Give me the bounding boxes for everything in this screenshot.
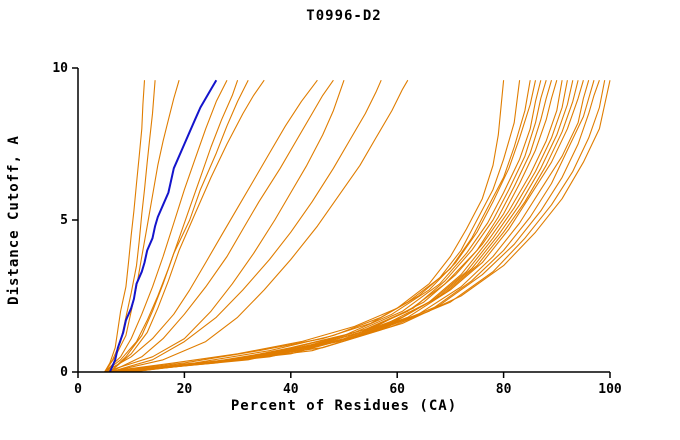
model-curve — [104, 80, 345, 373]
x-tick-label: 40 — [283, 382, 299, 397]
model-curve — [104, 79, 228, 373]
best-model-curve — [108, 79, 218, 373]
y-tick-label: 0 — [60, 365, 68, 380]
x-tick-label: 60 — [389, 382, 405, 397]
plot-title: T0996-D2 — [306, 8, 382, 24]
model-curve — [109, 79, 382, 373]
model-curve — [131, 80, 600, 373]
model-curve — [120, 80, 568, 373]
model-curve — [131, 80, 611, 373]
model-curve — [125, 80, 590, 373]
y-tick-label: 5 — [60, 213, 68, 228]
x-tick-label: 100 — [598, 382, 622, 397]
model-curve — [120, 80, 579, 373]
model-curve — [115, 80, 547, 373]
y-tick-label: 10 — [52, 61, 68, 76]
y-axis-label: Distance Cutoff, A — [6, 135, 22, 305]
model-curve — [104, 80, 505, 373]
model-curve — [104, 80, 239, 373]
model-curve — [109, 79, 334, 373]
x-tick-label: 20 — [177, 382, 193, 397]
model-curve — [104, 79, 318, 373]
model-curve — [109, 80, 537, 373]
model-curve — [109, 79, 249, 373]
x-tick-label: 0 — [74, 382, 82, 397]
model-curve — [115, 80, 558, 373]
model-curve — [109, 79, 409, 373]
x-tick-label: 80 — [496, 382, 512, 397]
model-curve — [109, 79, 265, 373]
model-curve — [104, 80, 146, 373]
model-curve — [104, 80, 180, 373]
x-axis-label: Percent of Residues (CA) — [230, 398, 458, 414]
model-curve — [115, 80, 542, 373]
